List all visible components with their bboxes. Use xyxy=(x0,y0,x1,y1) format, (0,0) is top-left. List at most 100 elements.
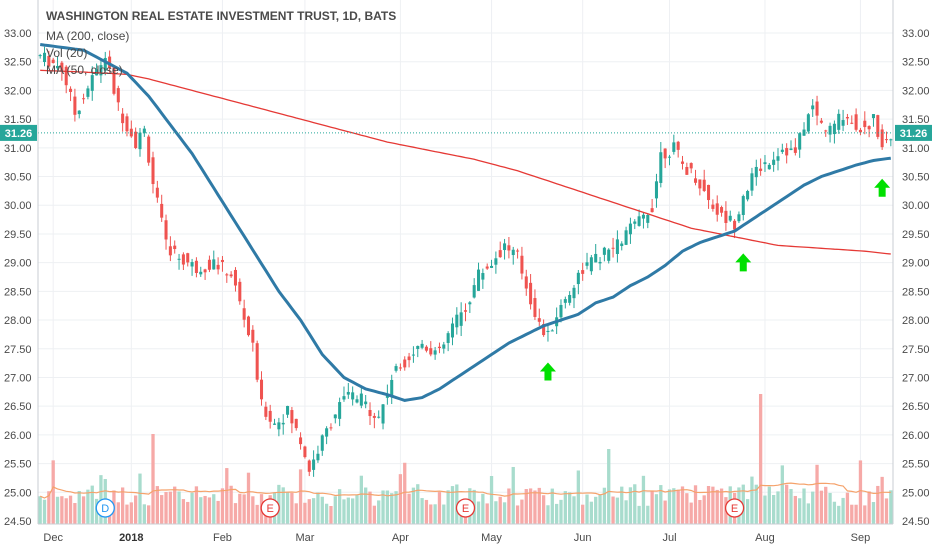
volume-bar xyxy=(120,487,125,524)
volume-bar xyxy=(429,504,433,524)
volume-bar xyxy=(229,485,233,524)
candle-body xyxy=(815,101,819,116)
volume-bar xyxy=(81,496,86,524)
volume-bar xyxy=(863,505,867,524)
candle-body xyxy=(637,216,641,226)
volume-bar xyxy=(646,505,650,524)
ma200-line xyxy=(40,69,891,255)
candle-body xyxy=(728,215,732,221)
candle-body xyxy=(60,62,64,71)
candle-body xyxy=(86,88,90,97)
candle-body xyxy=(858,129,862,133)
candle-body xyxy=(442,344,446,349)
candle-body xyxy=(646,214,650,223)
y-tick-right: 25.50 xyxy=(902,459,930,471)
candle-body xyxy=(216,264,220,270)
candle-body xyxy=(177,258,181,260)
candle-body xyxy=(325,428,329,437)
candle-body xyxy=(576,272,580,285)
volume-bar xyxy=(550,488,554,524)
volume-bar xyxy=(329,505,333,524)
volume-bar xyxy=(494,501,498,524)
y-tick-right: 29.00 xyxy=(902,258,930,270)
volume-bar xyxy=(750,476,754,524)
volume-bar xyxy=(628,487,633,524)
volume-bar xyxy=(663,500,667,524)
candle-body xyxy=(56,65,60,69)
chart-title: WASHINGTON REAL ESTATE INVESTMENT TRUST,… xyxy=(46,9,396,23)
volume-bar xyxy=(754,484,758,524)
candle-body xyxy=(147,136,151,163)
volume-bar xyxy=(698,499,702,524)
event-marker xyxy=(724,498,745,518)
candle-body xyxy=(507,245,511,251)
x-tick-label: Jul xyxy=(662,532,676,544)
candle-body xyxy=(715,203,719,215)
volume-bar xyxy=(433,504,437,524)
volume-bar xyxy=(537,487,541,524)
candle-body xyxy=(463,310,468,312)
y-tick-right: 26.50 xyxy=(902,401,930,413)
candle-body xyxy=(533,298,537,317)
volume-bar xyxy=(160,495,164,524)
ma50-line xyxy=(39,43,891,402)
candle-body xyxy=(394,366,398,371)
candle-body xyxy=(641,214,645,219)
volume-bar xyxy=(333,496,337,524)
candle-body xyxy=(880,129,884,148)
candle-body xyxy=(685,166,689,175)
candle-body xyxy=(680,161,685,164)
x-tick-label: Jun xyxy=(574,532,592,544)
candle-body xyxy=(650,208,654,213)
y-tick-left: 25.00 xyxy=(4,487,32,499)
candle-body xyxy=(398,367,402,369)
volume-bar xyxy=(398,474,403,524)
volume-bar xyxy=(138,473,142,524)
candle-body xyxy=(654,181,658,199)
volume-bar xyxy=(798,498,802,524)
candle-body xyxy=(633,221,637,224)
y-tick-right: 33.00 xyxy=(902,28,930,40)
x-tick-label: May xyxy=(481,532,502,544)
y-tick-right: 25.00 xyxy=(902,487,930,499)
candle-body xyxy=(238,281,242,302)
volume-bar xyxy=(442,504,446,524)
up-arrow-icon xyxy=(874,178,891,197)
y-tick-left: 29.50 xyxy=(4,229,32,241)
y-tick-left: 26.50 xyxy=(4,401,32,413)
volume-bar xyxy=(194,486,199,524)
volume-bar xyxy=(680,486,685,524)
volume-bar xyxy=(689,502,693,524)
volume-bar xyxy=(880,476,884,524)
volume-bar xyxy=(815,464,819,524)
candle-body xyxy=(103,57,107,71)
y-tick-right: 31.00 xyxy=(902,143,930,155)
volume-bar xyxy=(780,465,784,524)
candle-body xyxy=(733,220,737,230)
volume-bar xyxy=(90,485,94,524)
volume-bar xyxy=(351,498,355,524)
up-arrow-icon xyxy=(735,253,752,272)
event-marker-label: E xyxy=(462,503,469,515)
candle-body xyxy=(77,110,81,115)
candle-body xyxy=(529,282,533,305)
volume-bar xyxy=(129,502,133,524)
volume-bar xyxy=(424,499,429,524)
y-tick-left: 30.00 xyxy=(4,200,32,212)
volume-bar xyxy=(667,489,672,524)
candle-body xyxy=(854,114,858,130)
volume-bar xyxy=(190,492,194,524)
candle-body xyxy=(772,159,776,165)
candle-body xyxy=(121,113,125,124)
candle-body xyxy=(229,274,233,277)
volume-bar xyxy=(407,493,411,524)
volume-bar xyxy=(207,497,212,524)
candle-body xyxy=(711,204,715,209)
candle-body xyxy=(789,148,793,151)
candle-body xyxy=(333,414,337,419)
candle-body xyxy=(720,207,724,213)
volume-bar xyxy=(568,492,572,524)
volume-bar xyxy=(385,490,390,524)
candle-body xyxy=(69,88,73,92)
